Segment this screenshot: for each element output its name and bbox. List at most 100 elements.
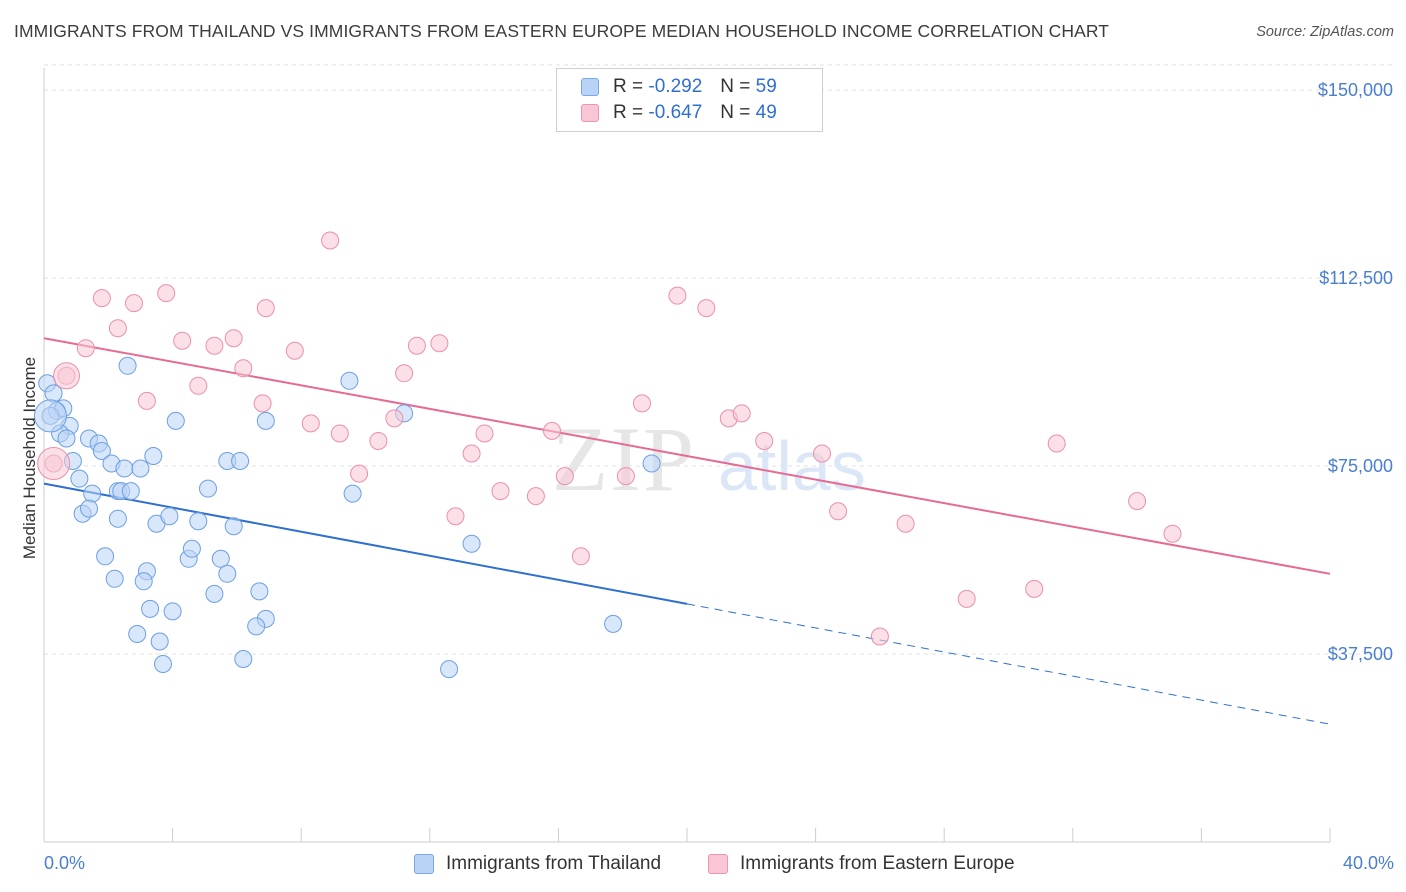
eastern-europe-point — [475, 424, 494, 443]
r-value-thailand: -0.292 — [648, 76, 703, 97]
thailand-point — [199, 479, 217, 498]
thailand-point — [440, 660, 459, 679]
thailand-legend-label: Immigrants from Thailand — [446, 853, 662, 874]
y-tick-label: $150,000 — [1318, 80, 1393, 100]
eastern-europe-point — [446, 507, 465, 526]
thailand-point — [166, 411, 185, 430]
eastern-europe-point — [157, 284, 176, 303]
eastern-europe-point — [369, 432, 388, 450]
series-legend-eastern-europe: Immigrants from Eastern Europe — [708, 852, 1015, 876]
eastern-europe-point — [173, 331, 192, 350]
thailand-point — [250, 582, 269, 601]
eastern-europe-legend-swatch — [708, 854, 728, 874]
eastern-europe-point — [256, 299, 275, 318]
eastern-europe-point — [224, 329, 243, 348]
watermark-zip: ZIP — [552, 408, 696, 510]
eastern-europe-point — [616, 467, 635, 486]
thailand-point — [108, 509, 127, 528]
thailand-point — [128, 625, 147, 643]
eastern-europe-point — [189, 376, 208, 395]
eastern-europe-point — [555, 467, 574, 486]
thailand-point — [96, 547, 115, 566]
eastern-europe-point — [108, 319, 127, 338]
thailand-point — [163, 602, 182, 621]
eastern-europe-swatch — [581, 104, 599, 122]
eastern-europe-point — [350, 464, 369, 483]
thailand-point — [205, 584, 224, 603]
eastern-europe-point — [407, 336, 426, 355]
eastern-europe-point — [1025, 579, 1044, 598]
thailand-point — [234, 650, 253, 668]
thailand-point — [92, 442, 111, 460]
y-tick-label: $75,000 — [1328, 456, 1393, 476]
n-label: N = — [720, 76, 751, 97]
eastern-europe-point — [1047, 434, 1066, 453]
legend-row-eastern-europe: R = -0.647 N = 49 — [581, 102, 777, 124]
eastern-europe-point — [755, 432, 774, 450]
x-tick-label-min: 0.0% — [44, 853, 85, 873]
thailand-point — [231, 452, 250, 470]
eastern-europe-point — [1128, 492, 1147, 511]
thailand-swatch — [581, 78, 599, 96]
correlation-legend: R = -0.292 N = 59 R = -0.647 N = 49 — [556, 68, 823, 132]
eastern-europe-legend-label: Immigrants from Eastern Europe — [740, 853, 1015, 874]
thailand-point — [83, 484, 102, 503]
thailand-point — [121, 482, 140, 501]
eastern-europe-point — [1163, 524, 1182, 543]
thailand-point — [462, 534, 481, 553]
eastern-europe-point — [491, 482, 510, 501]
eastern-europe-point — [205, 336, 224, 355]
eastern-europe-point — [137, 391, 156, 410]
thailand-trend-extension — [686, 603, 1331, 725]
thailand-point — [642, 454, 661, 473]
n-label: N = — [720, 102, 751, 123]
trend-lines — [43, 337, 1331, 725]
thailand-point — [211, 549, 230, 568]
thailand-point — [224, 517, 243, 536]
thailand-point — [131, 459, 150, 478]
thailand-point — [141, 599, 160, 618]
x-tick-label-max: 40.0% — [1343, 853, 1394, 873]
thailand-point — [160, 507, 179, 526]
eastern-europe-point — [526, 487, 545, 506]
n-value-eastern-europe: 49 — [755, 102, 777, 123]
thailand-point — [604, 614, 623, 633]
thailand-point — [144, 447, 163, 465]
eastern-europe-point — [957, 589, 976, 608]
thailand-point — [44, 384, 63, 403]
eastern-europe-point — [870, 627, 889, 646]
thailand-point — [105, 569, 124, 588]
thailand-point — [340, 371, 359, 390]
data-points — [33, 231, 1182, 679]
eastern-europe-point — [813, 444, 831, 463]
thailand-point — [115, 459, 134, 478]
thailand-legend-swatch — [414, 854, 434, 874]
eastern-europe-point — [37, 447, 71, 481]
r-value-eastern-europe: -0.647 — [648, 102, 703, 123]
tick-labels: $37,500 $75,000 $112,500 $150,000 0.0% 40.0% — [44, 80, 1394, 873]
eastern-europe-point — [571, 547, 590, 566]
eastern-europe-trend-line — [43, 337, 1331, 575]
eastern-europe-point — [321, 231, 340, 250]
chart-title: IMMIGRANTS FROM THAILAND VS IMMIGRANTS F… — [14, 21, 1110, 41]
eastern-europe-point — [697, 299, 716, 318]
thailand-point — [134, 572, 153, 591]
eastern-europe-point — [462, 444, 481, 463]
eastern-europe-point — [125, 294, 143, 313]
thailand-point — [118, 356, 137, 375]
eastern-europe-point — [385, 409, 404, 428]
eastern-europe-point — [253, 394, 272, 413]
thailand-point — [343, 484, 362, 503]
y-axis-title: Median Household Income — [20, 357, 39, 559]
eastern-europe-point — [633, 394, 651, 413]
thailand-point — [33, 399, 67, 433]
eastern-europe-point — [896, 514, 915, 533]
eastern-europe-point — [732, 404, 751, 423]
legend-row-thailand: R = -0.292 N = 59 — [581, 76, 777, 98]
eastern-europe-point — [395, 364, 414, 383]
thailand-trend-line — [43, 482, 688, 605]
y-tick-label: $37,500 — [1328, 644, 1393, 664]
thailand-point — [80, 499, 98, 518]
gridlines — [44, 64, 1394, 655]
n-value-thailand: 59 — [755, 76, 777, 97]
